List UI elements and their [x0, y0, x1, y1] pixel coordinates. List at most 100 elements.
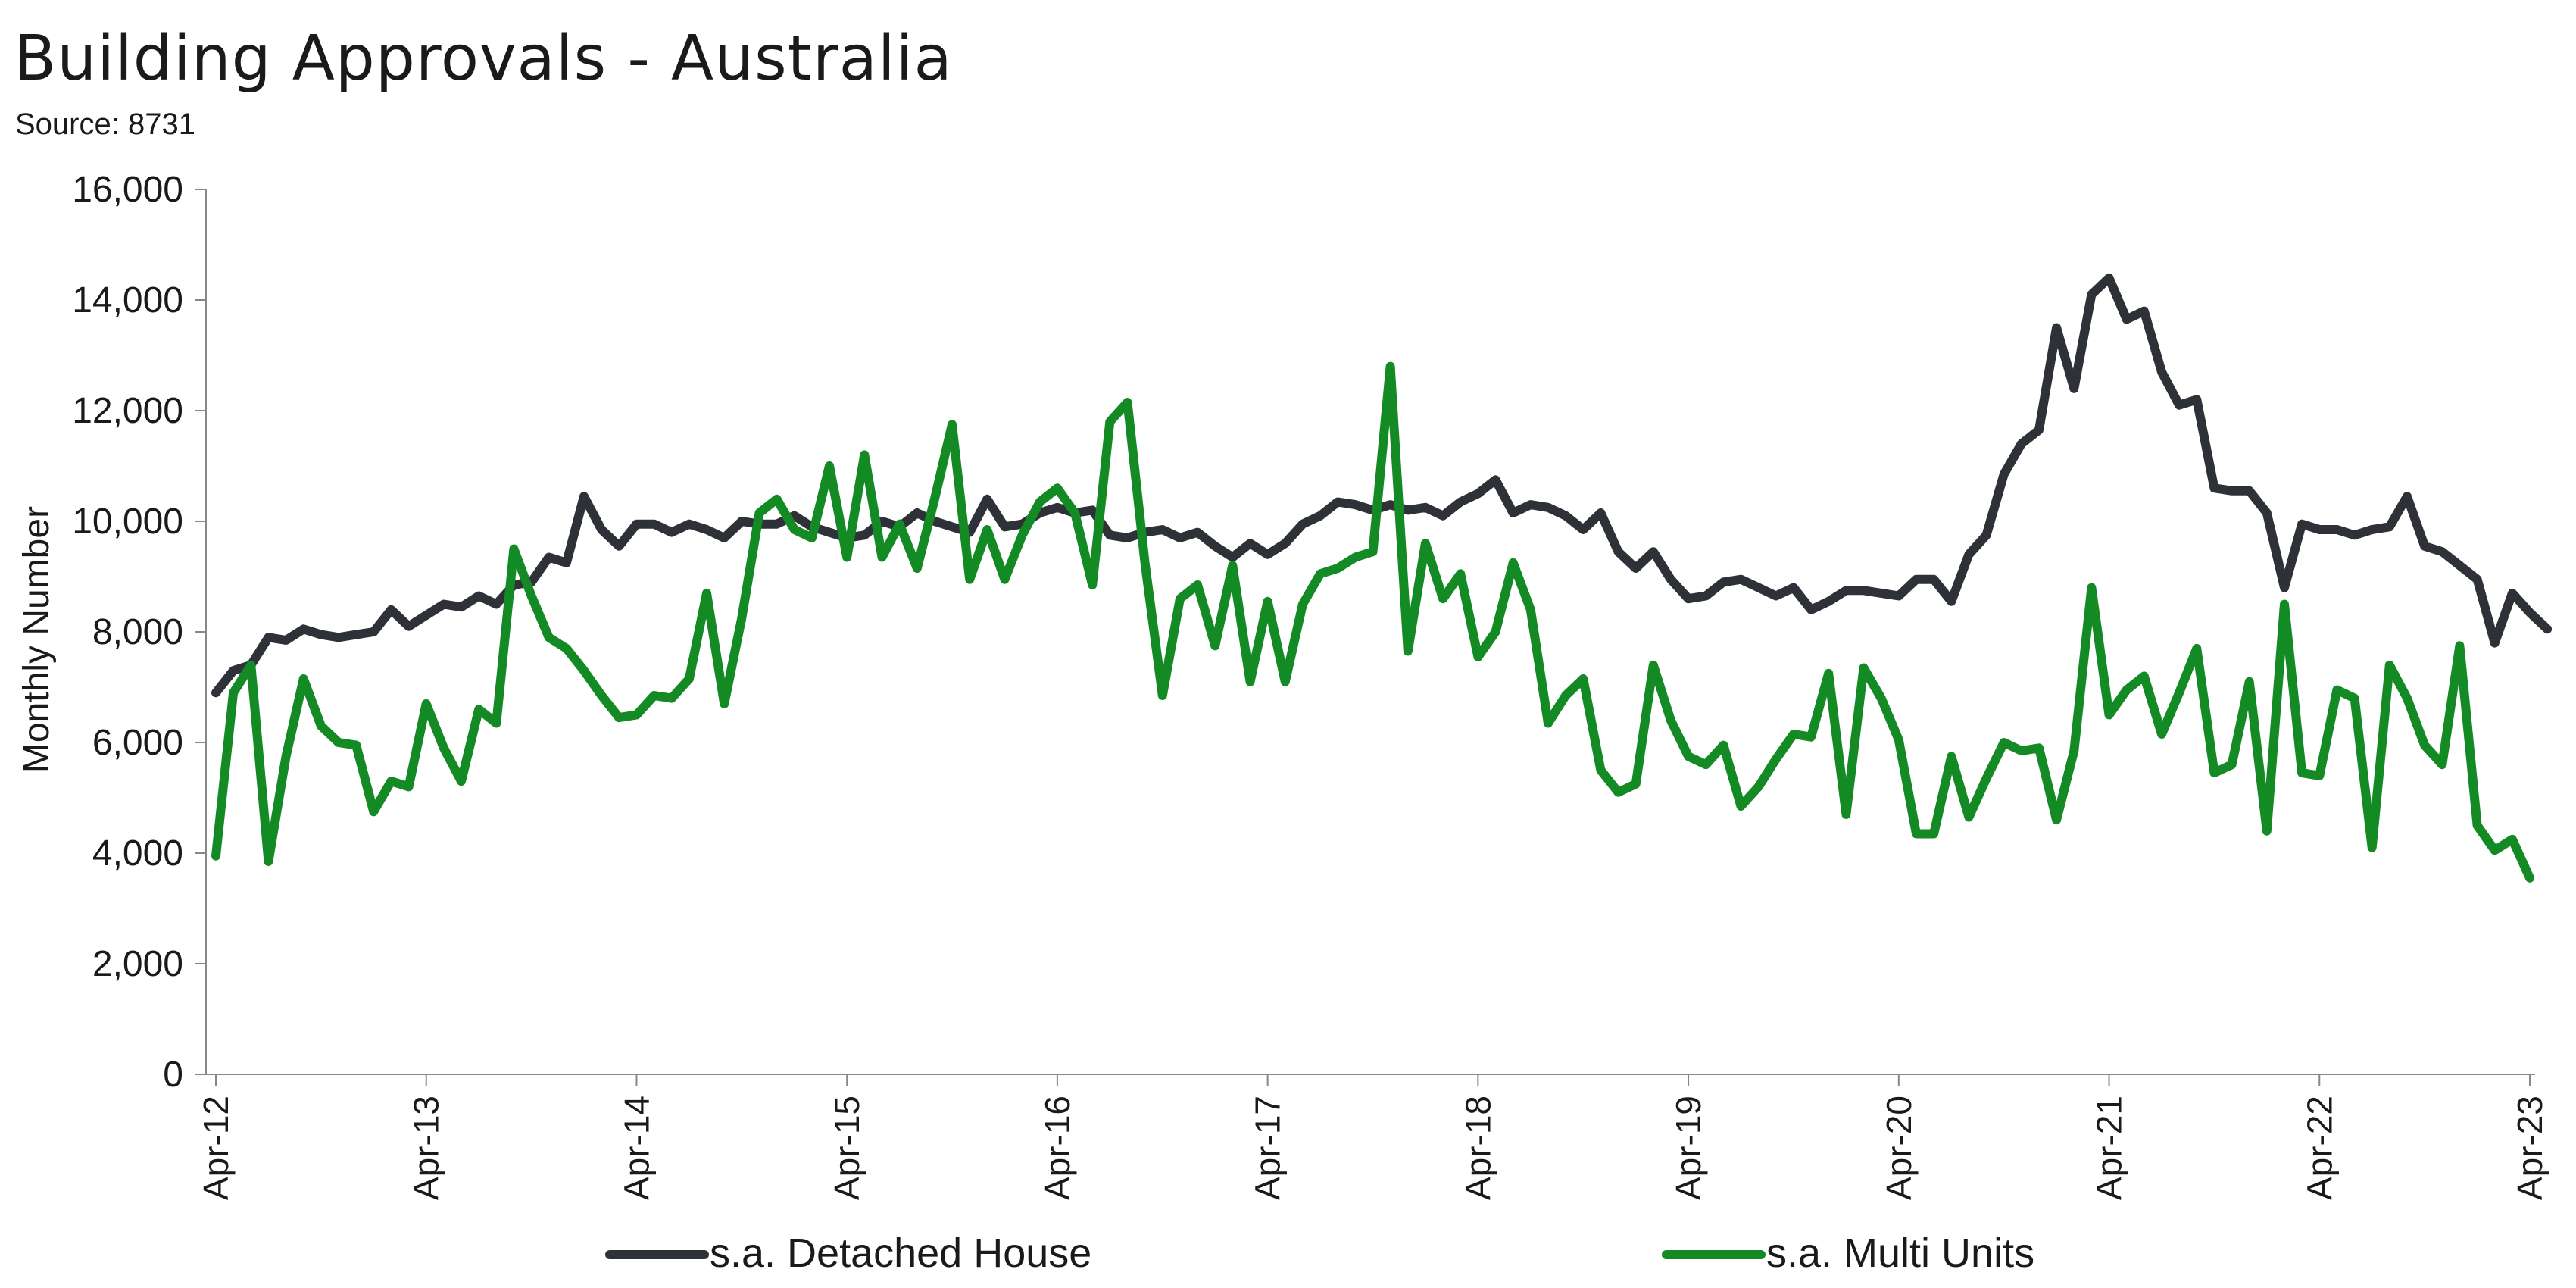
data-point [654, 524, 655, 525]
data-point [1810, 609, 1812, 611]
data-point [1477, 493, 1478, 495]
data-point [2161, 733, 2162, 735]
data-point [1144, 562, 1146, 564]
data-point [2459, 564, 2460, 566]
data-point [1127, 537, 1129, 539]
data-point [1741, 579, 1742, 580]
data-point [1091, 584, 1093, 586]
data-point [1354, 504, 1356, 505]
data-point [1845, 589, 1847, 591]
data-point [1933, 833, 1934, 835]
data-point [2021, 750, 2022, 752]
y-tick-label: 6,000 [92, 723, 183, 763]
data-point [829, 532, 830, 533]
data-point [267, 636, 269, 638]
data-point [2389, 664, 2390, 666]
data-point [2003, 474, 2005, 475]
data-point [2126, 319, 2128, 320]
data-point [794, 515, 795, 517]
data-point [1442, 598, 1444, 599]
data-point [741, 617, 742, 619]
data-point [1635, 567, 1637, 569]
chart-subtitle: Source: 8731 [15, 108, 195, 141]
data-point [1653, 664, 1654, 666]
chart-title: Building Approvals - Australia [14, 23, 953, 95]
data-point [478, 708, 479, 710]
data-point [1863, 667, 1865, 669]
data-point [1547, 507, 1549, 508]
data-point [1022, 534, 1023, 536]
data-point [1319, 515, 1321, 517]
data-point [2178, 692, 2180, 693]
data-point [2126, 689, 2128, 691]
data-point [2196, 648, 2197, 649]
data-point [618, 546, 620, 547]
data-point [2354, 534, 2356, 536]
data-point [426, 703, 427, 705]
data-point [934, 521, 935, 522]
data-point [776, 524, 778, 525]
y-tick-label: 16,000 [72, 170, 183, 210]
series-line [211, 273, 2553, 698]
data-point [1916, 579, 1917, 580]
data-point [688, 678, 690, 680]
data-point [1267, 601, 1269, 602]
data-point [1793, 733, 1794, 735]
data-point [2336, 689, 2337, 691]
data-point [1582, 529, 1584, 530]
data-point [286, 755, 287, 757]
data-point [863, 454, 865, 455]
data-point [1372, 551, 1374, 552]
data-point [2371, 529, 2373, 530]
x-tick-label: Apr-16 [1038, 1096, 1077, 1200]
data-point [1109, 421, 1110, 423]
data-point [1232, 564, 1233, 566]
data-point [1109, 534, 1110, 536]
data-point [1074, 512, 1076, 514]
data-point [882, 557, 883, 558]
data-point [1688, 755, 1689, 757]
data-point [2090, 294, 2092, 295]
data-point [2266, 830, 2268, 832]
data-point [2038, 747, 2040, 749]
data-point [1495, 631, 1497, 633]
data-point [1162, 695, 1163, 696]
data-point [320, 634, 322, 636]
data-point [2546, 628, 2548, 630]
data-point [2021, 443, 2022, 445]
data-point [2266, 512, 2268, 514]
data-point [1127, 402, 1129, 403]
data-point [846, 557, 848, 558]
y-ticks: 0 2,000 4,000 6,000 8,000 10,000 12,000 14,000 1… [72, 170, 206, 1095]
data-point [1933, 579, 1934, 580]
data-point [2354, 698, 2356, 699]
data-point [2109, 714, 2110, 716]
data-point [2424, 546, 2425, 547]
data-point [1530, 504, 1532, 505]
series-line [211, 361, 2534, 883]
data-point [2529, 877, 2531, 879]
data-point [2003, 742, 2005, 743]
data-point [671, 698, 673, 699]
data-point [1004, 579, 1006, 580]
x-tick-label: Apr-12 [196, 1096, 236, 1200]
data-point [2389, 526, 2390, 527]
data-point [1460, 573, 1461, 574]
y-tick-label: 4,000 [92, 833, 183, 874]
data-point [1863, 589, 1865, 591]
data-point [2144, 311, 2145, 312]
data-point [2301, 524, 2303, 525]
data-point [2494, 849, 2496, 851]
x-tick-label: Apr-14 [617, 1096, 656, 1200]
data-point [478, 596, 479, 597]
data-point [443, 604, 445, 605]
data-point [934, 499, 935, 500]
data-point [1968, 554, 1969, 555]
data-point [1722, 581, 1724, 583]
data-point [2249, 490, 2250, 492]
data-point [566, 648, 567, 649]
data-point [2090, 587, 2092, 589]
data-point [1425, 507, 1426, 508]
x-tick-label: Apr-19 [1669, 1096, 1708, 1200]
